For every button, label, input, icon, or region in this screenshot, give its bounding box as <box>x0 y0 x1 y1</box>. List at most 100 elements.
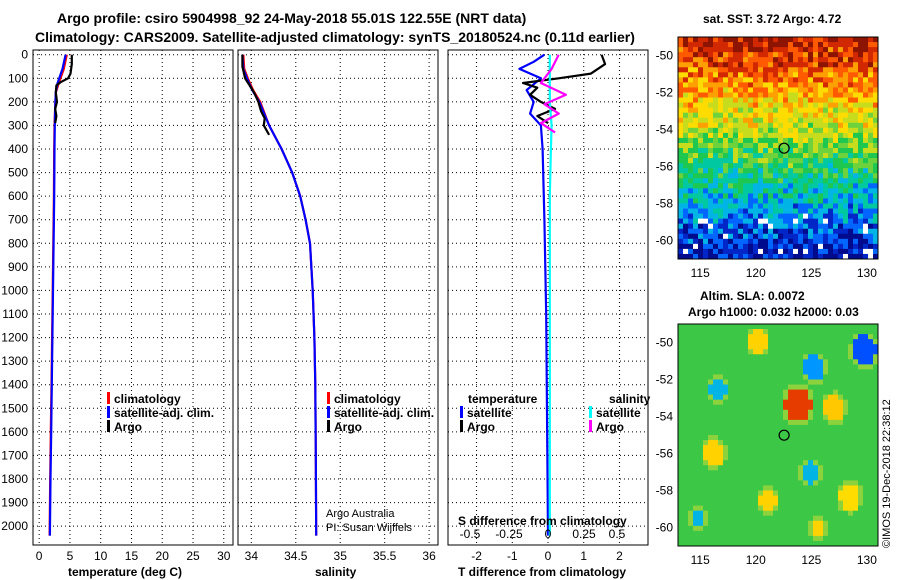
map-cell <box>873 173 879 179</box>
map-cell <box>713 158 719 164</box>
map-cell <box>683 238 689 245</box>
map-cell <box>848 490 854 496</box>
map-cell <box>828 515 834 522</box>
map-cell <box>718 158 724 164</box>
map-cell <box>713 515 719 522</box>
map-cell <box>733 67 739 73</box>
map-cell <box>828 198 834 204</box>
map-cell <box>793 470 799 476</box>
map-cell <box>858 505 864 512</box>
map-cell <box>823 485 829 491</box>
map-cell <box>773 540 779 547</box>
map-cell <box>833 178 839 184</box>
map-cell <box>868 87 874 93</box>
map-cell <box>848 82 854 88</box>
map-cell <box>838 168 844 174</box>
map-cell <box>798 409 804 416</box>
map-cell <box>748 218 754 225</box>
map-cell <box>843 445 849 451</box>
map-cell <box>788 445 794 451</box>
map-cell <box>678 82 684 88</box>
map-cell <box>763 37 769 43</box>
map-cell <box>778 344 784 350</box>
map-cell <box>868 72 874 78</box>
map-cell <box>828 67 834 73</box>
map-cell <box>768 525 774 532</box>
map-cell <box>743 465 749 471</box>
lon-tick-label: 125 <box>801 553 821 567</box>
map-cell <box>693 510 699 517</box>
map-cell <box>743 193 749 199</box>
legend-swatch-climatology <box>107 392 110 404</box>
map-cell <box>773 137 779 144</box>
map-cell <box>728 208 734 214</box>
map-cell <box>788 359 794 365</box>
map-cell <box>693 248 699 255</box>
map-cell <box>788 470 794 476</box>
map-cell <box>843 399 849 406</box>
map-cell <box>853 117 859 124</box>
map-cell <box>708 228 714 235</box>
map-cell <box>758 37 764 43</box>
map-cell <box>728 440 734 446</box>
map-cell <box>708 233 714 240</box>
map-cell <box>813 253 819 260</box>
map-cell <box>758 435 764 441</box>
map-cell <box>718 248 724 255</box>
map-cell <box>848 409 854 416</box>
map-cell <box>743 223 749 230</box>
map-cell <box>718 505 724 512</box>
map-cell <box>873 163 879 169</box>
map-cell <box>738 188 744 194</box>
map-cell <box>803 253 809 260</box>
map-cell <box>853 238 859 245</box>
map-cell <box>828 470 834 476</box>
map-cell <box>873 364 879 370</box>
map-cell <box>688 112 694 119</box>
map-cell <box>748 37 754 43</box>
map-cell <box>738 495 744 501</box>
map-cell <box>688 490 694 496</box>
map-cell <box>843 243 849 250</box>
map-cell <box>753 379 759 385</box>
map-cell <box>728 414 734 421</box>
map-cell <box>788 178 794 184</box>
map-cell <box>713 510 719 517</box>
map-cell <box>698 455 704 461</box>
map-cell <box>813 42 819 48</box>
map-cell <box>873 329 879 335</box>
map-cell <box>708 460 714 466</box>
map-cell <box>773 148 779 154</box>
map-cell <box>863 440 869 446</box>
map-cell <box>713 173 719 179</box>
map-cell <box>688 450 694 456</box>
map-cell <box>783 213 789 220</box>
map-cell <box>848 228 854 235</box>
map-cell <box>808 127 814 134</box>
map-cell <box>723 233 729 240</box>
map-cell <box>768 424 774 431</box>
map-cell <box>818 384 824 390</box>
difference-legend: temperature satellite Argo salinity sate… <box>460 392 651 434</box>
map-cell <box>773 158 779 164</box>
map-cell <box>778 87 784 93</box>
map-cell <box>708 158 714 164</box>
salinity-series <box>241 54 318 536</box>
map-cell <box>768 47 774 53</box>
map-cell <box>708 384 714 390</box>
map-cell <box>743 228 749 235</box>
map-cell <box>748 92 754 98</box>
map-cell <box>838 324 844 330</box>
map-cell <box>718 455 724 461</box>
map-cell <box>798 248 804 255</box>
sst-map-frame <box>677 36 879 260</box>
map-cell <box>778 535 784 542</box>
map-cell <box>783 359 789 365</box>
map-cell <box>833 384 839 390</box>
map-cell <box>863 193 869 199</box>
map-cell <box>693 445 699 451</box>
map-cell <box>748 404 754 411</box>
map-cell <box>748 223 754 230</box>
map-cell <box>748 329 754 335</box>
map-cell <box>843 57 849 63</box>
